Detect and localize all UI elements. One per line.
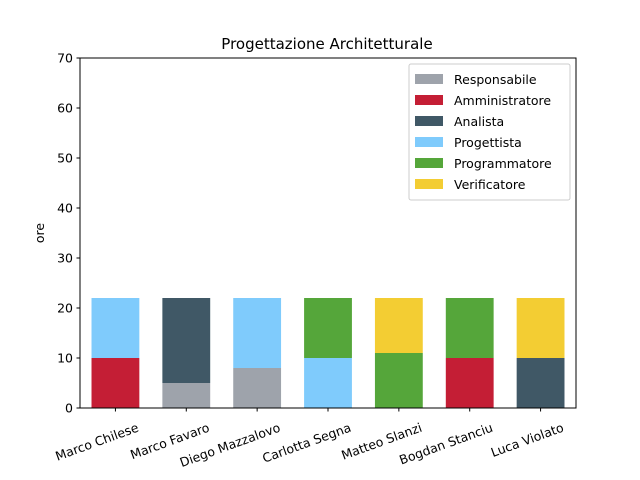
legend-label-responsabile: Responsabile <box>454 72 537 87</box>
legend-swatch-progettista <box>415 137 443 147</box>
bar-marco-chilese-amministratore <box>91 358 140 408</box>
bar-carlotta-segna-programmatore <box>304 298 352 358</box>
y-tick-label: 70 <box>57 51 73 66</box>
y-tick-label: 30 <box>57 251 73 266</box>
bar-matteo-slanzi-verificatore <box>374 298 423 353</box>
legend-box <box>408 63 571 201</box>
bar-diego-mazzalovo-progettista <box>233 298 282 368</box>
bar-carlotta-segna-progettista <box>304 358 352 408</box>
bar-diego-mazzalovo-responsabile <box>233 368 282 408</box>
y-tick-label: 20 <box>57 301 73 316</box>
bar-marco-chilese-progettista <box>91 298 140 358</box>
legend-label-analista: Analista <box>454 114 504 129</box>
bar-matteo-slanzi-programmatore <box>374 353 423 408</box>
plot-frame <box>79 57 577 409</box>
legend-swatch-analista <box>415 116 443 126</box>
x-tick-label-luca-violato: Luca Violato <box>489 420 566 460</box>
legend-swatch-responsabile <box>415 74 443 84</box>
y-axis-label: ore <box>32 223 47 244</box>
bars-group <box>91 298 565 408</box>
legend-swatch-verificatore <box>415 179 443 189</box>
bar-luca-violato-analista <box>516 358 565 408</box>
legend-label-verificatore: Verificatore <box>454 177 526 192</box>
bar-marco-favaro-responsabile <box>162 383 211 408</box>
y-tick-label: 0 <box>65 401 73 416</box>
bar-bogdan-stanciu-programmatore <box>445 298 494 358</box>
legend-swatch-amministratore <box>415 95 443 105</box>
bar-bogdan-stanciu-amministratore <box>445 358 494 408</box>
legend-label-programmatore: Programmatore <box>454 156 552 171</box>
legend-swatch-programmatore <box>415 158 443 168</box>
chart-title: Progettazione Architetturale <box>221 35 432 53</box>
legend: Responsabile Amministratore Analista Proget… <box>408 63 571 201</box>
y-tick-label: 40 <box>57 201 73 216</box>
y-axis-ticks: 0 10 20 30 40 50 60 70 <box>57 51 80 416</box>
bar-marco-favaro-analista <box>162 298 211 383</box>
x-tick-label-marco-chilese: Marco Chilese <box>53 420 140 464</box>
y-tick-label: 10 <box>57 351 73 366</box>
y-tick-label: 50 <box>57 151 73 166</box>
y-tick-label: 60 <box>57 101 73 116</box>
legend-label-amministratore: Amministratore <box>454 93 551 108</box>
legend-label-progettista: Progettista <box>454 135 522 150</box>
bar-luca-violato-verificatore <box>516 298 565 358</box>
